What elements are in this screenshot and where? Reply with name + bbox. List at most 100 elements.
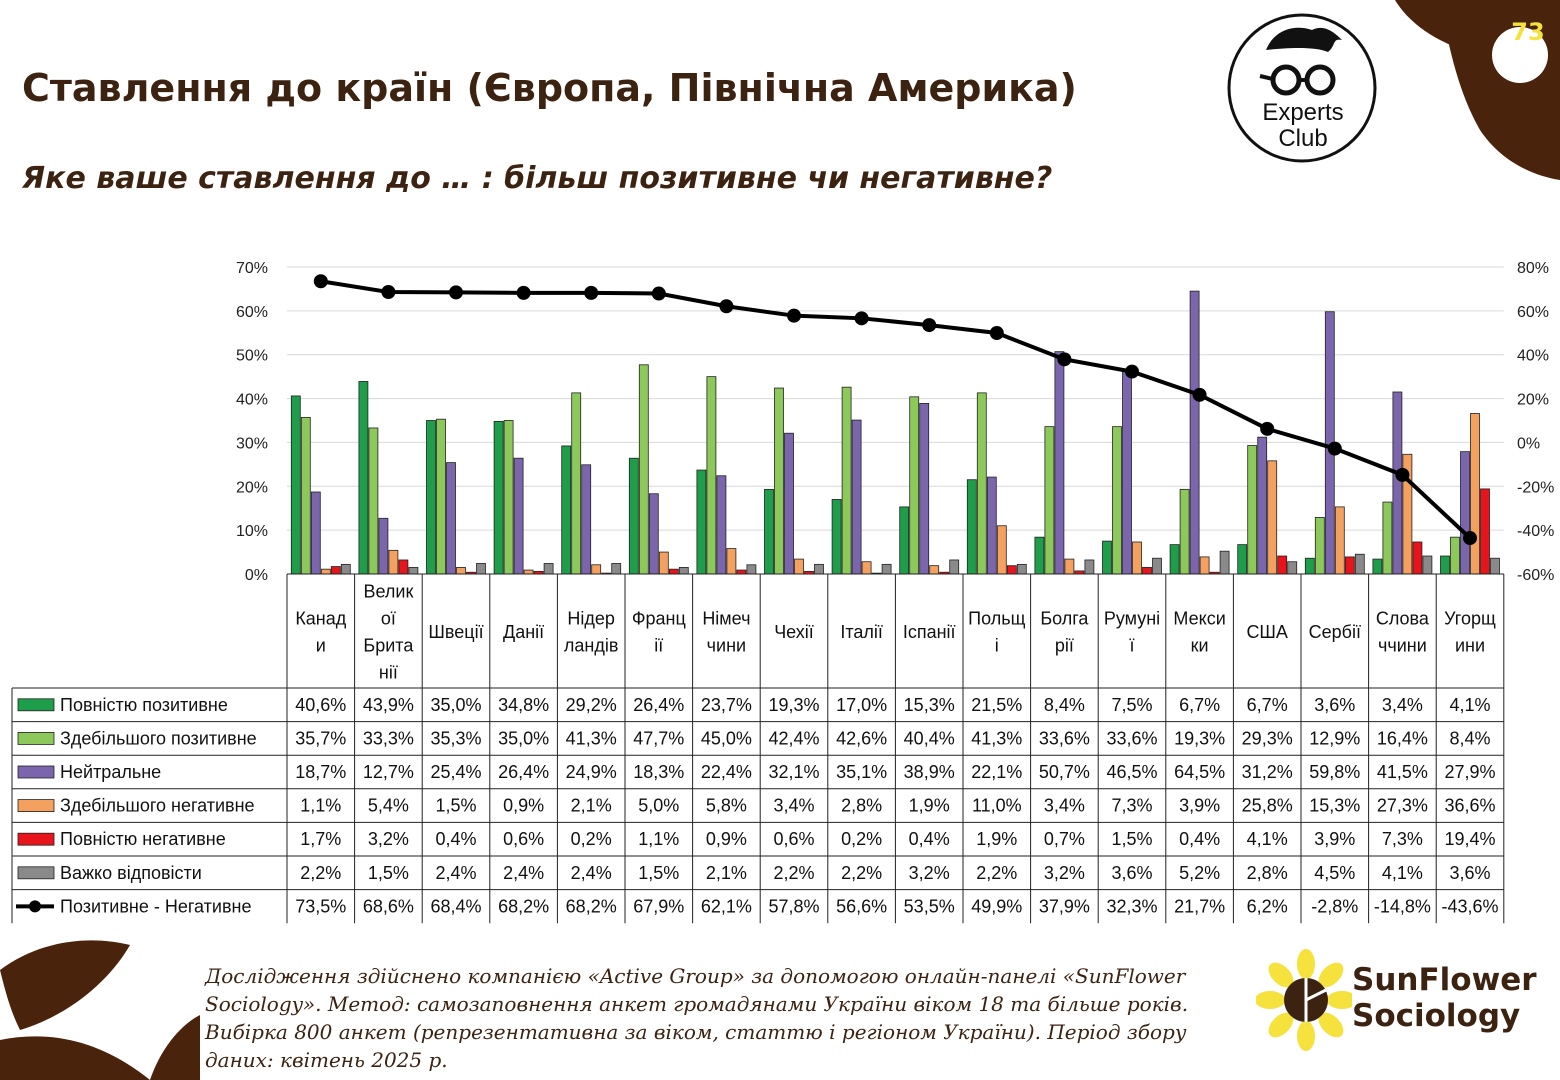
data-label: 3,2% xyxy=(909,863,950,883)
data-label: 7,5% xyxy=(1111,695,1152,715)
bar xyxy=(1044,426,1055,575)
bar xyxy=(851,419,862,575)
data-label: 41,3% xyxy=(566,728,617,748)
data-label: 1,5% xyxy=(1111,829,1152,849)
data-label: 43,9% xyxy=(363,695,414,715)
bar xyxy=(543,563,554,575)
data-label: 2,4% xyxy=(503,863,544,883)
data-label: 45,0% xyxy=(701,728,752,748)
data-label: 3,6% xyxy=(1449,863,1490,883)
bar xyxy=(1034,536,1045,575)
bar xyxy=(1382,501,1393,575)
bar xyxy=(996,525,1007,575)
data-label: 3,2% xyxy=(1044,863,1085,883)
category-label: ї xyxy=(1128,636,1134,656)
data-label: 56,6% xyxy=(836,896,887,916)
data-label: 32,3% xyxy=(1106,896,1157,916)
line-point xyxy=(313,274,328,289)
bar xyxy=(638,364,649,575)
legend-entry: Повністю позитивне xyxy=(60,695,228,715)
category-label: ки xyxy=(1191,636,1209,656)
bar xyxy=(368,427,379,575)
data-label: -43,6% xyxy=(1441,896,1498,916)
data-label: 0,6% xyxy=(503,829,544,849)
data-label: 19,3% xyxy=(768,695,819,715)
bar xyxy=(986,476,997,575)
bar xyxy=(1102,540,1112,575)
line-point xyxy=(1057,352,1072,367)
legend-key-swatch xyxy=(17,832,55,846)
y-tick-label-left: 40% xyxy=(236,392,268,409)
bar xyxy=(300,417,311,575)
bar xyxy=(949,559,960,575)
data-label: 21,5% xyxy=(971,695,1022,715)
bar xyxy=(1064,558,1075,575)
y-tick-label-left: 30% xyxy=(236,435,268,452)
data-label: 24,9% xyxy=(566,762,617,782)
data-label: 35,1% xyxy=(836,762,887,782)
data-label: 1,9% xyxy=(909,796,950,816)
category-label: рії xyxy=(1055,636,1074,656)
category-label: Румуні xyxy=(1104,609,1160,629)
line-point xyxy=(1125,364,1139,379)
legend-key-swatch xyxy=(17,866,55,880)
data-label: 57,8% xyxy=(768,896,819,916)
category-label: Канад xyxy=(295,609,346,629)
category-label: Італії xyxy=(840,622,883,642)
bar xyxy=(513,457,524,575)
data-label: 25,8% xyxy=(1242,796,1293,816)
data-label: 59,8% xyxy=(1309,762,1360,782)
data-label: 33,3% xyxy=(363,728,414,748)
category-label: Франц xyxy=(632,609,686,629)
petal-decoration-top-right xyxy=(1395,0,1560,180)
y-tick-label-right: 20% xyxy=(1517,392,1549,409)
legend-key-point xyxy=(29,900,41,913)
bar xyxy=(591,564,602,575)
bar xyxy=(571,392,582,575)
data-label: 1,1% xyxy=(300,796,341,816)
category-label: ини xyxy=(1455,636,1485,656)
category-label: Нідер xyxy=(567,609,615,629)
bar xyxy=(1016,563,1027,575)
bar xyxy=(581,464,592,575)
data-label: 2,4% xyxy=(435,863,476,883)
data-label: 7,3% xyxy=(1382,829,1423,849)
bar xyxy=(408,567,419,575)
data-label: 2,2% xyxy=(976,863,1017,883)
data-label: 35,7% xyxy=(295,728,346,748)
bar xyxy=(841,386,852,575)
bar xyxy=(919,402,930,575)
data-label: 3,9% xyxy=(1314,829,1355,849)
data-label: 2,1% xyxy=(571,796,612,816)
bar xyxy=(706,376,717,575)
data-label: 26,4% xyxy=(633,695,684,715)
bar xyxy=(388,549,399,575)
data-label: 50,7% xyxy=(1039,762,1090,782)
bar xyxy=(1372,558,1383,575)
category-label: США xyxy=(1246,622,1288,642)
line-point xyxy=(651,286,666,301)
line-point xyxy=(787,308,801,323)
bar xyxy=(899,506,910,575)
bar xyxy=(814,563,824,575)
bar xyxy=(784,432,794,575)
category-label: Польщ xyxy=(968,609,1025,629)
bar xyxy=(1450,536,1460,575)
bar xyxy=(561,445,572,575)
legend-entry: Повністю негативне xyxy=(60,829,226,849)
data-label: 17,0% xyxy=(836,695,887,715)
line-point xyxy=(719,299,734,314)
data-label: 0,6% xyxy=(773,829,814,849)
data-label: 62,1% xyxy=(701,896,752,916)
bar xyxy=(378,517,389,575)
data-label: 40,4% xyxy=(904,728,955,748)
bar xyxy=(658,551,669,575)
category-label: и xyxy=(316,636,326,656)
data-label: 2,2% xyxy=(773,863,814,883)
y-tick-label-left: 10% xyxy=(236,523,268,540)
bar xyxy=(1084,559,1095,575)
data-label: 22,1% xyxy=(971,762,1022,782)
data-label: 27,3% xyxy=(1377,796,1428,816)
category-label: Мекси xyxy=(1173,609,1225,629)
data-label: 19,4% xyxy=(1444,829,1495,849)
